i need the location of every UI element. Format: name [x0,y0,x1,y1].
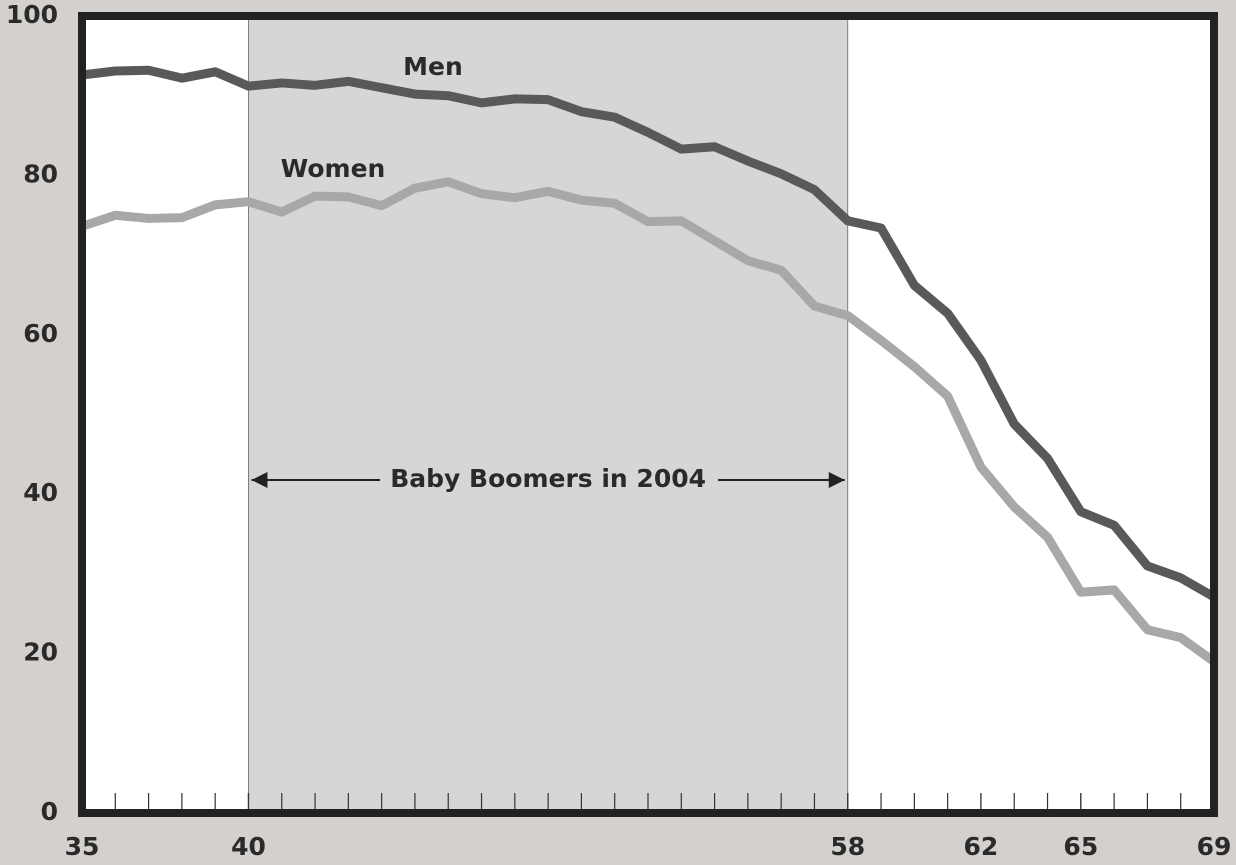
y-tick-label: 80 [23,159,58,188]
x-tick-label: 69 [1197,832,1232,861]
shade-label: Baby Boomers in 2004 [390,464,706,493]
x-tick-label: 65 [1063,832,1098,861]
x-tick-label: 62 [964,832,999,861]
x-tick-label: 35 [65,832,100,861]
series-line [81,65,1217,601]
x-tick-label: 58 [830,832,865,861]
x-tick-label: 40 [231,832,266,861]
y-tick-label: 20 [23,638,58,667]
y-tick-label: 60 [23,319,58,348]
y-tick-label: 0 [41,797,58,826]
plot-frame [78,12,1218,817]
series-label: Men [403,52,463,81]
series-label: Women [281,154,386,183]
series-line [80,177,1217,666]
shade-region [248,15,849,814]
y-tick-label: 40 [23,478,58,507]
y-tick-label: 100 [6,0,58,29]
